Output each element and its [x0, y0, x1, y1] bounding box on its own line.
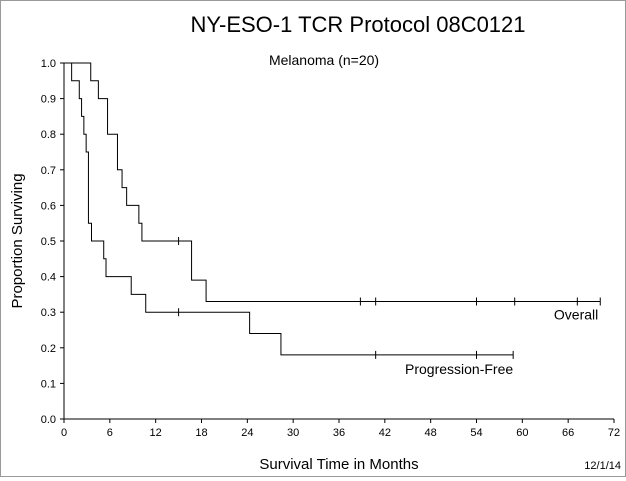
- x-tick-label: 12: [150, 427, 162, 439]
- x-axis-title: Survival Time in Months: [259, 456, 418, 473]
- y-axis-title: Proportion Surviving: [9, 173, 26, 308]
- plot-area: Overall Progression-Free: [64, 62, 601, 377]
- y-tick-label: 1.0: [41, 58, 56, 70]
- series-line-progression-free: [64, 62, 514, 356]
- x-tick-label: 72: [608, 427, 620, 439]
- y-tick-label: 0.5: [41, 236, 56, 248]
- y-tick-label: 0.7: [41, 165, 56, 177]
- x-tick-label: 54: [470, 427, 482, 439]
- y-tick-label: 0.1: [41, 378, 56, 390]
- x-tick-label: 6: [107, 427, 113, 439]
- y-tick-label: 0.9: [41, 94, 56, 106]
- series-label: Overall: [554, 307, 598, 323]
- series-label: Progression-Free: [405, 361, 513, 377]
- axes: 0.0 0.1 0.2 0.3 0.4 0.5 0.6 0.7 0.8 0.9 1.0 0 6 12 18 2…: [41, 58, 620, 439]
- x-tick-label: 66: [562, 427, 574, 439]
- x-tick-label: 24: [241, 427, 253, 439]
- x-tick-label: 60: [516, 427, 528, 439]
- x-tick-label: 18: [195, 427, 207, 439]
- x-tick-label: 36: [333, 427, 345, 439]
- y-tick-label: 0.6: [41, 200, 56, 212]
- x-tick-label: 30: [287, 427, 299, 439]
- y-tick-label: 0.0: [41, 414, 56, 426]
- chart-title: NY-ESO-1 TCR Protocol 08C0121: [190, 12, 525, 37]
- y-tick-label: 0.3: [41, 307, 56, 319]
- y-tick-label: 0.4: [41, 272, 56, 284]
- x-tick-label: 42: [379, 427, 391, 439]
- series-line-overall: [64, 62, 601, 303]
- x-tick-label: 48: [425, 427, 437, 439]
- y-tick-label: 0.2: [41, 343, 56, 355]
- x-tick-label: 0: [61, 427, 67, 439]
- y-tick-label: 0.8: [41, 129, 56, 141]
- chart-subtitle: Melanoma (n=20): [269, 52, 379, 68]
- footer-date: 12/1/14: [584, 460, 621, 472]
